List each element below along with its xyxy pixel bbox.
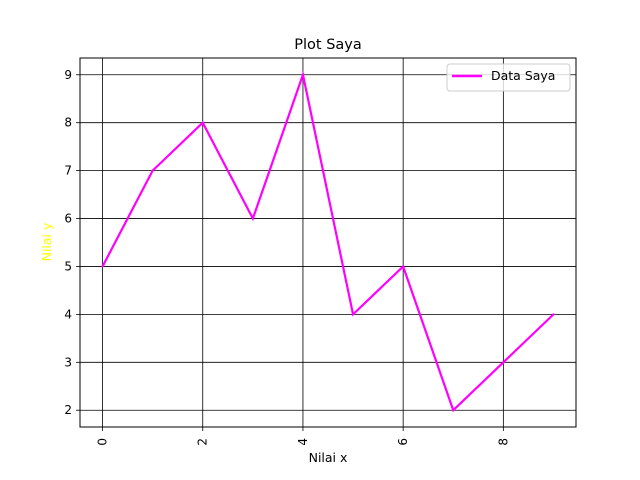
y-axis-label: Nilai y [39, 222, 54, 261]
y-tick-label: 7 [64, 164, 72, 178]
x-tick-label: 8 [496, 438, 510, 446]
data-point [452, 409, 455, 412]
data-point [552, 313, 555, 316]
x-axis-label: Nilai x [309, 450, 348, 465]
x-axis-ticks: 0 2 4 6 8 [96, 427, 510, 446]
chart-title: Plot Saya [294, 37, 362, 53]
y-tick-label: 4 [64, 307, 72, 321]
data-point [201, 121, 204, 124]
legend: Data Saya [446, 63, 571, 92]
series-layer [101, 70, 555, 413]
data-point [301, 73, 305, 76]
data-point [101, 265, 104, 268]
y-tick-label: 2 [64, 403, 72, 417]
series-line [101, 70, 555, 413]
x-tick-label: 6 [396, 438, 410, 446]
plot-frame [79, 57, 577, 428]
y-tick-label: 3 [64, 355, 72, 369]
legend-box [446, 63, 571, 92]
data-point [351, 313, 355, 316]
data-point [402, 265, 405, 268]
data-point [251, 217, 254, 220]
x-tick-label: 0 [96, 438, 110, 446]
y-tick-label: 6 [64, 212, 72, 226]
x-tick-label: 4 [296, 438, 310, 446]
grid-lines [80, 58, 576, 427]
y-axis-ticks: 2 3 4 5 6 7 8 9 [64, 68, 80, 417]
legend-label: Data Saya [491, 68, 555, 83]
x-tick-label: 2 [196, 438, 210, 446]
y-tick-label: 9 [64, 68, 72, 82]
y-tick-label: 5 [64, 259, 72, 273]
data-point [502, 361, 505, 364]
plot-area [80, 58, 576, 427]
y-tick-label: 8 [64, 116, 72, 130]
data-point [151, 169, 154, 172]
